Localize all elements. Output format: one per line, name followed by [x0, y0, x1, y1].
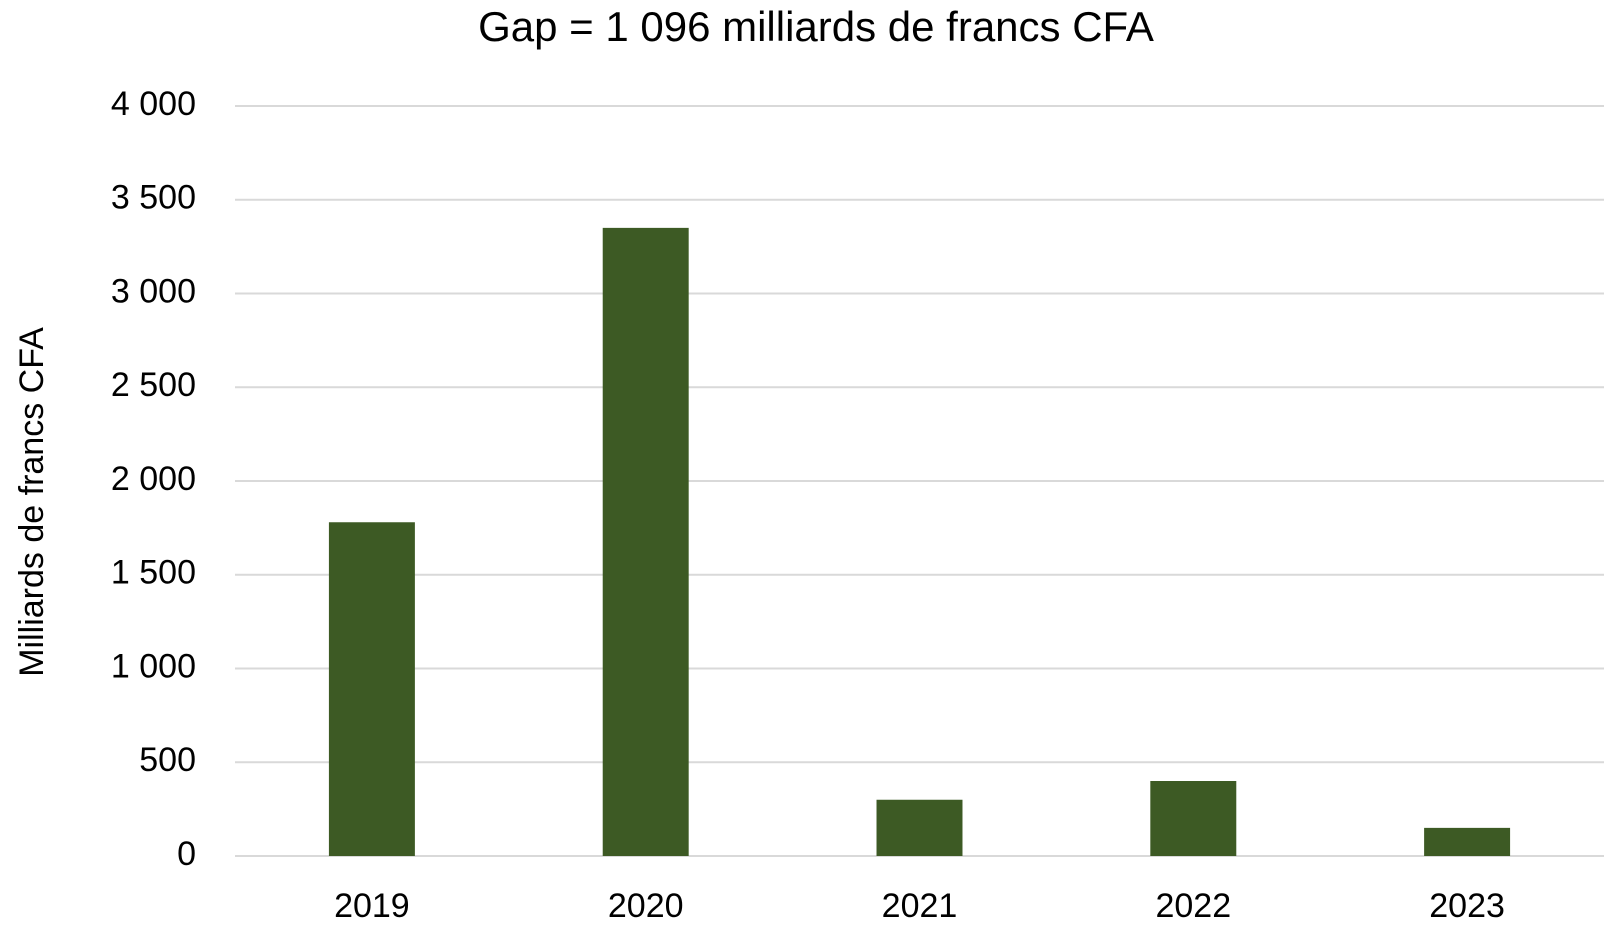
bar: [328, 522, 415, 856]
y-tick-label: 4 000: [111, 85, 196, 123]
y-tick-label: 2 000: [111, 460, 196, 498]
chart-title: Gap = 1 096 milliards de francs CFA: [478, 3, 1154, 50]
y-tick-label: 1 000: [111, 647, 196, 685]
y-tick-label: 1 500: [111, 554, 196, 592]
y-tick-label: 500: [139, 741, 196, 779]
x-tick-label: 2022: [1155, 887, 1231, 925]
bar: [876, 799, 963, 856]
y-tick-label: 3 000: [111, 272, 196, 310]
bar: [1150, 781, 1237, 856]
y-axis-label: Milliards de francs CFA: [13, 327, 51, 677]
y-tick-label: 3 500: [111, 179, 196, 217]
x-tick-label: 2020: [608, 887, 684, 925]
x-tick-label: 2023: [1429, 887, 1505, 925]
y-tick-label: 2 500: [111, 366, 196, 404]
y-tick-label: 0: [177, 835, 196, 873]
bar: [602, 227, 689, 856]
x-tick-label: 2021: [882, 887, 958, 925]
bar: [1424, 827, 1511, 856]
x-tick-label: 2019: [334, 887, 410, 925]
